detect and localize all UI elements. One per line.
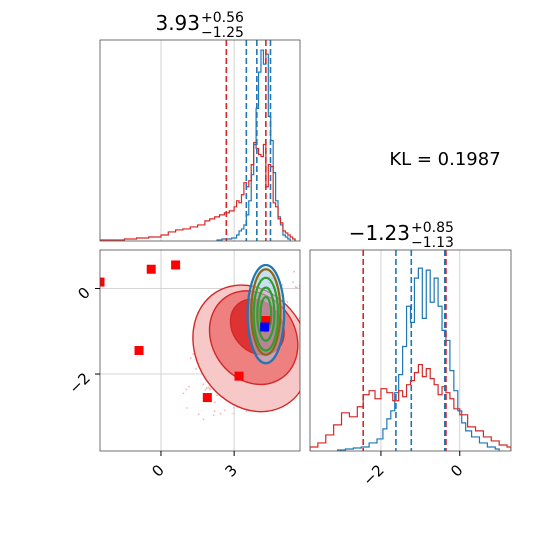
sample-dot (219, 412, 222, 415)
contour-line-0 (246, 263, 286, 365)
sample-dot (186, 407, 188, 409)
sample-dot (245, 410, 248, 413)
sample-dot (292, 281, 295, 284)
sample-dot (304, 303, 306, 305)
contour-line-1 (250, 268, 282, 356)
red-square-marker (146, 264, 156, 274)
sample-dot (293, 270, 296, 273)
top-title-plus: +0.56 (201, 10, 244, 26)
sample-dot (310, 287, 312, 289)
sample-dot (197, 413, 200, 416)
sample-dot (308, 293, 310, 295)
top-marginal-panel: 3.93 +0.56 −1.25 (99, 10, 301, 242)
sample-dot (212, 414, 215, 417)
red-square-marker (100, 277, 105, 287)
sample-dot (232, 406, 235, 409)
top-grid (160, 40, 235, 241)
histogram-series-1 (100, 141, 296, 241)
sample-dot (195, 368, 197, 370)
histogram-series-0 (336, 267, 500, 451)
top-histogram (100, 40, 296, 241)
sample-dot (232, 412, 235, 415)
sample-dot (216, 394, 218, 397)
sample-dot (294, 287, 297, 289)
right-marginal-panel: −2 0 −1.23 +0.85 −1.13 (309, 220, 512, 489)
right-grid (380, 250, 461, 451)
right-panel-frame (309, 249, 512, 452)
sample-dot (185, 388, 188, 391)
kl-annotation: KL = 0.1987 (389, 149, 500, 170)
sample-dot (209, 387, 211, 390)
red-square-marker (202, 393, 212, 403)
sample-dot (308, 294, 310, 296)
y-tick-label: 0 (74, 284, 93, 303)
blue-square-marker (260, 322, 270, 332)
sample-dot (213, 401, 216, 404)
histogram-series-1 (310, 363, 511, 451)
sample-dot (188, 385, 190, 388)
x-tick-label: 0 (148, 461, 167, 480)
right-title-minus: −1.13 (411, 235, 454, 251)
sample-dot (202, 383, 205, 386)
x-tick-label: −2 (359, 461, 387, 489)
sample-dot (205, 387, 208, 390)
sample-dot (286, 301, 289, 303)
top-title-minus: −1.25 (201, 25, 244, 41)
joint-panel: 0 3 0 −2 (65, 249, 312, 481)
x-tick-label: 0 (447, 461, 466, 480)
red-square-marker (234, 371, 244, 381)
sample-dot (213, 410, 216, 412)
sample-dot (202, 418, 205, 421)
top-panel-frame (99, 39, 301, 242)
sample-dot (189, 357, 192, 360)
sample-dot (192, 353, 195, 355)
contour-line-2 (252, 276, 280, 352)
right-title-median: −1.23 (349, 221, 410, 245)
sample-dot (182, 392, 185, 395)
red-square-marker (134, 346, 144, 355)
sample-dot (223, 409, 226, 412)
right-title-plus: +0.85 (411, 220, 454, 236)
top-title-median: 3.93 (155, 11, 200, 35)
red-square-marker (171, 260, 181, 270)
contour-line-3 (256, 286, 276, 342)
sample-dot (207, 386, 210, 389)
y-tick-label: −2 (65, 369, 93, 397)
joint-panel-frame (99, 249, 301, 452)
sample-dot (304, 322, 306, 324)
joint-contours (100, 260, 312, 421)
right-ticks: −2 0 (359, 451, 467, 489)
sample-dot (296, 286, 299, 289)
x-tick-label: 3 (221, 461, 240, 480)
red-square-marker (261, 316, 271, 326)
right-histogram (310, 250, 511, 451)
sample-dot (281, 284, 284, 287)
sample-dot (303, 282, 305, 284)
sample-dot (204, 388, 207, 391)
